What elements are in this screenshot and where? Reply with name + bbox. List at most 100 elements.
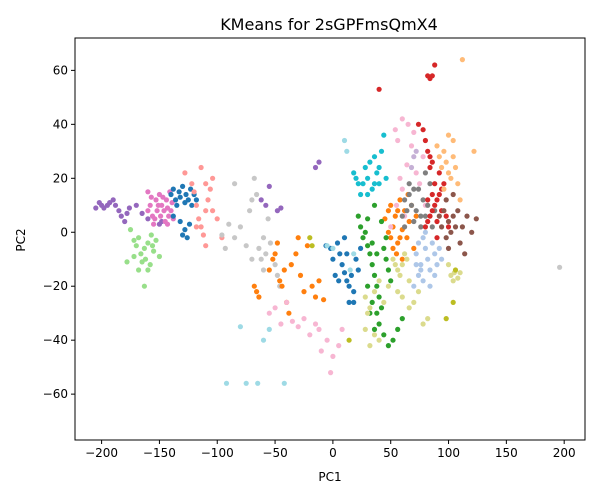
data-point xyxy=(459,224,465,230)
data-point xyxy=(413,170,419,176)
data-point xyxy=(422,229,428,235)
data-point xyxy=(307,332,313,338)
data-point xyxy=(381,332,387,338)
data-point xyxy=(399,213,405,219)
data-point xyxy=(408,202,415,208)
data-point xyxy=(163,197,169,203)
data-point xyxy=(434,262,440,268)
data-point xyxy=(427,154,433,160)
data-point xyxy=(429,208,435,214)
data-point xyxy=(390,245,396,251)
x-tick-label: −200 xyxy=(85,446,118,460)
data-point xyxy=(346,337,352,343)
data-point xyxy=(441,181,447,187)
data-point xyxy=(365,175,371,181)
data-point xyxy=(402,197,408,203)
data-point xyxy=(445,224,452,230)
data-point xyxy=(243,380,249,386)
data-point xyxy=(393,251,400,257)
data-point xyxy=(116,208,122,214)
data-point xyxy=(260,235,267,241)
data-point xyxy=(434,235,440,241)
data-point xyxy=(404,256,410,262)
data-point xyxy=(376,278,382,284)
data-point xyxy=(365,216,371,222)
data-point xyxy=(152,216,158,222)
data-point xyxy=(316,159,322,165)
data-point xyxy=(443,213,449,219)
data-point xyxy=(260,267,267,273)
data-point xyxy=(362,294,368,300)
data-point xyxy=(270,256,276,262)
data-point xyxy=(318,348,324,354)
data-point xyxy=(388,278,394,284)
data-point xyxy=(411,218,417,225)
data-point xyxy=(256,294,262,300)
data-point xyxy=(450,137,456,144)
data-point xyxy=(346,283,352,289)
data-point xyxy=(469,229,475,235)
data-point xyxy=(341,235,348,241)
data-point xyxy=(258,256,264,262)
data-point xyxy=(188,186,194,192)
data-point xyxy=(443,235,449,241)
plot-frame xyxy=(74,37,586,441)
data-point xyxy=(272,251,278,257)
data-point xyxy=(289,318,295,324)
data-point xyxy=(304,243,310,249)
data-point xyxy=(316,326,322,332)
data-point xyxy=(445,262,452,268)
data-point xyxy=(274,208,280,214)
data-point xyxy=(210,175,216,181)
data-point xyxy=(145,208,151,214)
data-point xyxy=(309,243,315,249)
data-point xyxy=(404,235,410,241)
data-point xyxy=(427,181,433,187)
data-point xyxy=(415,186,422,192)
data-point xyxy=(388,235,394,241)
data-point xyxy=(210,208,216,214)
data-point xyxy=(332,272,338,278)
data-point xyxy=(341,137,348,144)
data-point xyxy=(415,289,422,295)
data-point xyxy=(360,181,366,187)
data-point xyxy=(381,245,387,251)
data-point xyxy=(439,164,445,171)
data-point xyxy=(455,275,461,281)
data-point xyxy=(402,251,408,257)
data-point xyxy=(141,283,147,289)
data-point xyxy=(422,224,428,230)
data-point xyxy=(131,253,137,260)
data-point xyxy=(309,283,315,289)
data-point xyxy=(141,245,147,251)
data-point xyxy=(348,272,354,278)
data-point xyxy=(457,240,463,246)
data-point xyxy=(432,62,438,68)
data-point xyxy=(316,278,322,284)
data-point xyxy=(226,221,232,227)
data-point xyxy=(200,232,206,238)
data-point xyxy=(418,224,424,230)
data-point xyxy=(399,316,405,322)
x-tick-label: 100 xyxy=(437,446,460,460)
data-point xyxy=(138,251,144,257)
data-point xyxy=(376,337,382,343)
data-point xyxy=(330,256,336,262)
data-point xyxy=(145,189,151,195)
data-point xyxy=(274,272,280,278)
data-point xyxy=(432,181,438,187)
data-point xyxy=(397,272,403,278)
data-point xyxy=(223,380,230,386)
data-point xyxy=(145,240,151,246)
data-point xyxy=(383,235,389,241)
data-point xyxy=(408,164,415,171)
data-point xyxy=(434,218,440,225)
data-point xyxy=(219,232,225,238)
data-point xyxy=(376,321,382,327)
data-point xyxy=(362,229,368,235)
data-point xyxy=(147,262,153,268)
data-point xyxy=(427,267,433,273)
data-point xyxy=(249,256,255,262)
data-point xyxy=(232,181,238,187)
data-point xyxy=(168,191,174,198)
